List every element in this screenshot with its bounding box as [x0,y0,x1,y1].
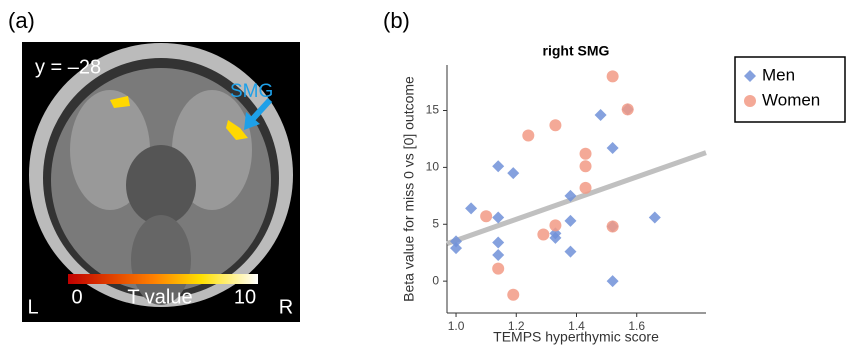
point [549,119,561,131]
x-tick-label: 1.4 [568,319,585,333]
point [522,130,534,142]
legend-label: Men [762,65,795,84]
colorbar-min: 0 [71,286,82,308]
colorbar-max: 10 [234,286,256,308]
point [537,229,549,241]
point [465,202,477,214]
point [595,109,607,121]
point [549,219,561,231]
point [580,148,592,160]
point [649,211,661,223]
point [607,221,619,233]
point [622,103,634,115]
point [492,263,504,275]
y-tick-label: 0 [432,273,439,287]
legend-marker [744,95,756,107]
point [607,70,619,82]
x-tick-label: 1.0 [448,319,465,333]
fit-line [447,153,706,244]
x-tick-label: 1.6 [628,319,645,333]
region-label: SMG [230,81,273,102]
point [492,236,504,248]
chart-title: right SMG [543,43,610,59]
point [580,182,592,194]
panel-label: (b) [383,8,410,33]
legend-label: Women [762,90,820,109]
point [492,160,504,172]
point [480,210,492,222]
point [507,289,519,301]
y-tick-label: 10 [426,160,440,174]
colorbar-title: T value [127,286,192,308]
point [564,246,576,258]
y-axis-label: Beta value for miss 0 vs [0] outcome [401,76,417,302]
point [564,215,576,227]
point [607,142,619,154]
x-tick-label: 1.2 [508,319,525,333]
point [492,249,504,261]
y-tick-label: 15 [426,103,440,117]
point [507,167,519,179]
panel-label: (a) [8,8,35,33]
point [580,160,592,172]
slice-label: y = –28 [35,56,101,78]
right-label: R [279,296,293,318]
figure: (a) y = –28 SMG 0 T value 10 L R (b) rig… [0,0,846,346]
left-label: L [27,296,38,318]
y-tick-label: 5 [432,216,439,230]
point [607,275,619,287]
